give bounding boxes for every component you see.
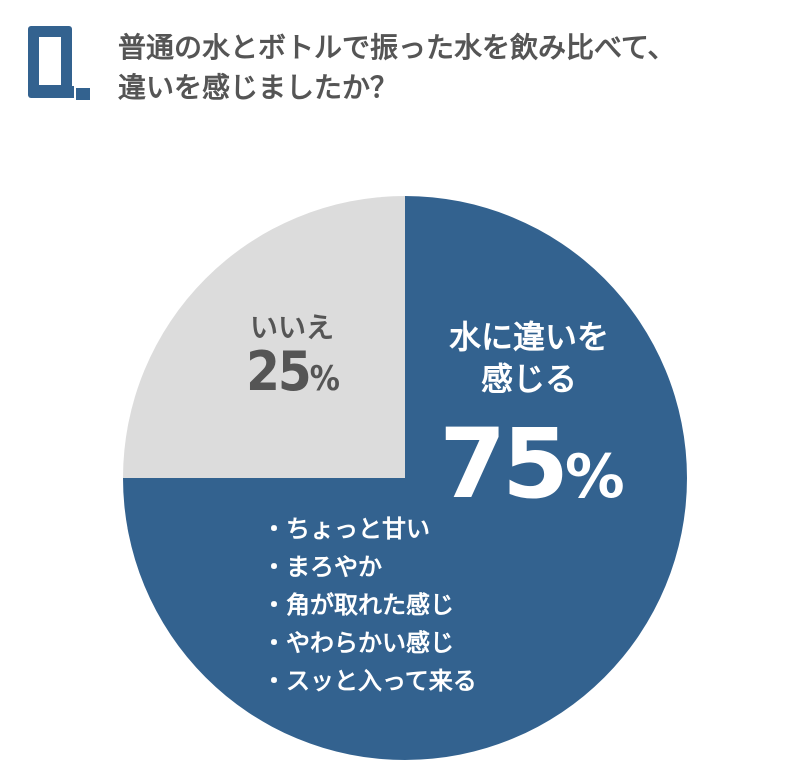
slice-value-no-unit: %: [309, 359, 340, 398]
slice-label-yes: 水に違いを 感じる: [404, 316, 654, 400]
annotation-item: ちょっと甘い: [262, 510, 477, 548]
slice-label-yes-text: 水に違いを 感じる: [448, 318, 609, 398]
annotation-list: ちょっと甘い まろやか 角が取れた感じ やわらかい感じ スッと入って来る: [262, 510, 477, 700]
annotation-item: スッと入って来る: [262, 662, 477, 700]
question-title: 普通の水とボトルで振った水を飲み比べて、 違いを感じましたか？: [118, 28, 798, 108]
question-line-2: 違いを感じましたか？: [118, 71, 399, 104]
slice-value-yes-unit: %: [564, 443, 625, 512]
annotation-item: やわらかい感じ: [262, 624, 477, 662]
slice-value-no-number: 25: [246, 340, 312, 403]
slice-value-no: 25%: [222, 340, 362, 403]
slice-value-yes-number: 75: [439, 408, 569, 520]
slice-label-no: いいえ: [249, 311, 334, 344]
annotation-item: 角が取れた感じ: [262, 586, 477, 624]
slice-value-yes: 75%: [420, 408, 640, 520]
annotation-item: まろやか: [262, 548, 477, 586]
question-line-1: 普通の水とボトルで振った水を飲み比べて、: [118, 31, 676, 64]
pie-slice-no: [123, 196, 405, 478]
q-mark-icon: [28, 26, 90, 100]
